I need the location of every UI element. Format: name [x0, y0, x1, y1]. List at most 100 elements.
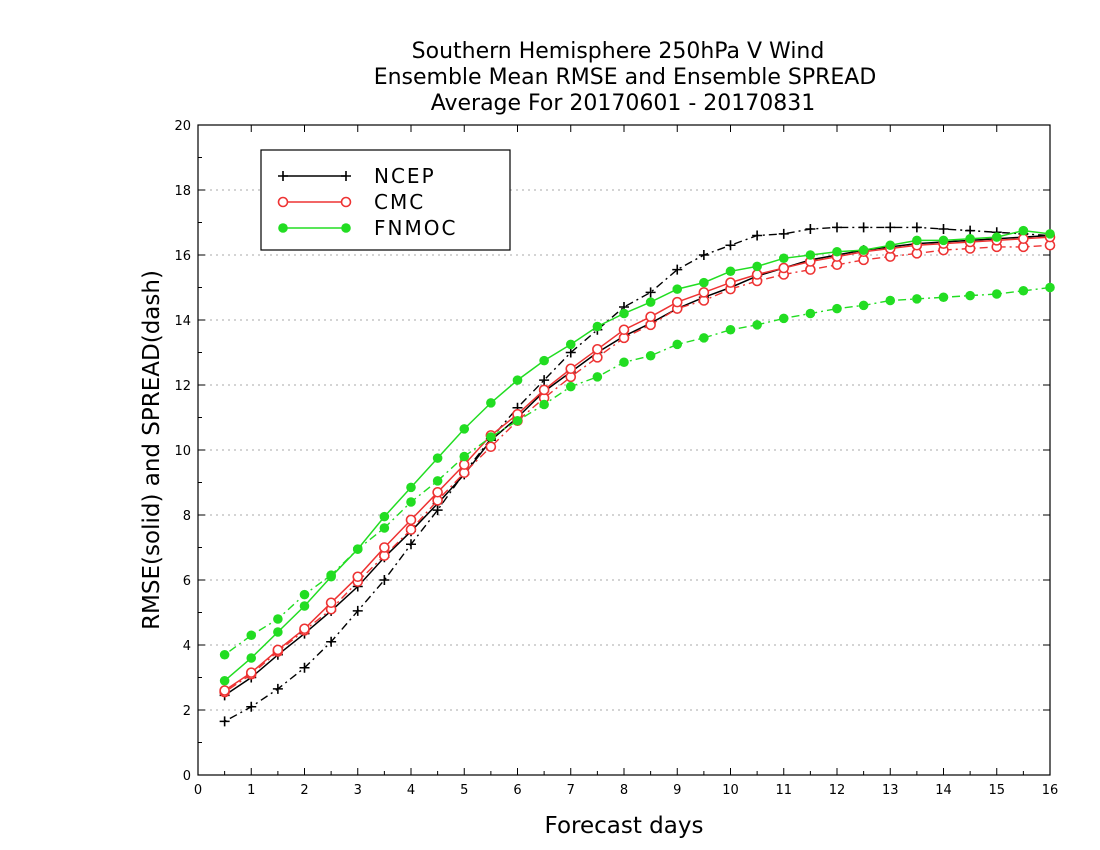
x-tick-label: 13 — [882, 783, 899, 798]
x-tick-label: 4 — [407, 783, 415, 798]
ncep-spread-point — [299, 662, 310, 673]
fnmoc-rmse-point — [592, 321, 603, 332]
fnmoc-spread-point — [459, 451, 470, 462]
fnmoc-rmse-point — [965, 233, 975, 244]
ncep-spread-point — [752, 230, 763, 241]
ncep-spread-point — [219, 716, 230, 727]
x-tick-label: 14 — [935, 783, 952, 798]
fnmoc-spread-point — [539, 399, 549, 410]
x-tick-label: 2 — [300, 783, 308, 798]
fnmoc-spread-point — [1045, 282, 1055, 293]
fnmoc-rmse-point — [699, 277, 709, 288]
cmc-rmse-point — [352, 571, 364, 583]
fnmoc-spread-point — [299, 589, 310, 600]
y-tick-label: 10 — [174, 444, 191, 459]
fnmoc-rmse-point — [512, 375, 523, 385]
fnmoc-rmse-point — [379, 511, 390, 522]
fnmoc-rmse-point — [539, 355, 549, 366]
fnmoc-rmse-line — [224, 229, 1051, 682]
ncep-spread-point — [832, 222, 842, 233]
fnmoc-rmse-point — [1045, 229, 1055, 239]
ncep-spread-point — [672, 264, 683, 275]
x-tick-label: 7 — [567, 783, 575, 798]
legend-marker-fnmoc — [278, 223, 288, 233]
fnmoc-spread-point — [778, 313, 789, 324]
ncep-spread-point — [911, 222, 922, 233]
cmc-rmse-point — [245, 667, 257, 678]
y-tick-label: 2 — [183, 704, 191, 719]
cmc-rmse-point — [1018, 233, 1029, 245]
cmc-spread-point — [405, 524, 417, 535]
fnmoc-rmse-point — [352, 544, 363, 554]
fnmoc-rmse-point — [645, 297, 656, 307]
legend-marker-cmc — [340, 196, 352, 208]
fnmoc-spread-line — [224, 286, 1051, 656]
x-tick-label: 8 — [620, 783, 628, 798]
fnmoc-rmse-point — [912, 235, 922, 246]
y-tick-label: 4 — [183, 639, 191, 654]
x-tick-label: 10 — [722, 783, 739, 798]
cmc-rmse-point — [272, 644, 284, 656]
x-axis-title: Forecast days — [545, 813, 704, 839]
x-tick-label: 15 — [988, 783, 1005, 798]
fnmoc-spread-point — [752, 320, 762, 330]
cmc-rmse-point — [645, 311, 656, 323]
fnmoc-rmse-point — [219, 675, 230, 686]
ncep-spread-point — [246, 701, 257, 712]
fnmoc-spread-point — [938, 292, 949, 303]
legend-label-fnmoc: FNMOC — [374, 216, 457, 240]
cmc-rmse-point — [325, 597, 337, 609]
y-tick-label: 20 — [174, 119, 191, 134]
fnmoc-spread-point — [1018, 285, 1029, 296]
fnmoc-rmse-point — [486, 398, 496, 408]
fnmoc-spread-point — [699, 333, 709, 343]
cmc-rmse-point — [725, 277, 736, 288]
legend-label-ncep: NCEP — [374, 164, 436, 188]
cmc-rmse-point — [379, 542, 390, 553]
y-tick-label: 14 — [174, 314, 191, 329]
x-tick-label: 6 — [513, 783, 521, 798]
y-tick-label: 0 — [183, 769, 191, 784]
chart-title: Southern Hemisphere 250hPa V Wind Ensemb… — [374, 39, 877, 116]
fnmoc-spread-point — [832, 303, 842, 314]
grid-lines — [198, 189, 1050, 711]
chart-title-line-2: Ensemble Mean RMSE and Ensemble SPREAD — [374, 65, 877, 90]
ncep-spread-point — [539, 375, 550, 386]
cmc-spread-line — [224, 244, 1051, 693]
fnmoc-rmse-point — [246, 653, 257, 663]
cmc-rmse-point — [671, 296, 683, 308]
fnmoc-rmse-point — [778, 253, 789, 264]
ncep-spread-point — [778, 228, 789, 239]
fnmoc-spread-point — [991, 289, 1002, 299]
fnmoc-spread-point — [246, 630, 257, 641]
fnmoc-series — [219, 225, 1055, 686]
cmc-rmse-point — [432, 486, 443, 498]
fnmoc-rmse-point — [858, 245, 869, 255]
cmc-rmse-point — [219, 685, 230, 696]
x-tick-label: 11 — [775, 783, 792, 798]
fnmoc-rmse-point — [832, 246, 842, 257]
legend-marker-ncep — [341, 171, 351, 181]
cmc-rmse-point — [565, 363, 577, 375]
ncep-spread-point — [379, 575, 390, 585]
fnmoc-rmse-point — [326, 571, 336, 582]
cmc-rmse-point — [458, 459, 470, 470]
y-tick-label: 6 — [183, 574, 191, 589]
ncep-spread-point — [645, 287, 656, 298]
legend-marker-fnmoc — [341, 223, 351, 233]
fnmoc-spread-point — [885, 295, 896, 306]
cmc-rmse-point — [592, 343, 603, 355]
cmc-rmse-point — [778, 262, 790, 274]
ncep-spread-point — [326, 636, 337, 647]
legend-box — [260, 149, 511, 251]
cmc-rmse-point — [538, 384, 550, 396]
chart-title-line-3: Average For 20170601 - 20170831 — [431, 91, 816, 116]
y-tick-label: 16 — [174, 249, 191, 264]
legend-marker-cmc — [277, 196, 289, 208]
cmc-rmse-line — [224, 236, 1051, 692]
series — [219, 222, 1056, 727]
ncep-spread-point — [272, 683, 283, 694]
fnmoc-spread-point — [565, 381, 576, 392]
y-axis-title: RMSE(solid) and SPREAD(dash) — [139, 270, 165, 630]
